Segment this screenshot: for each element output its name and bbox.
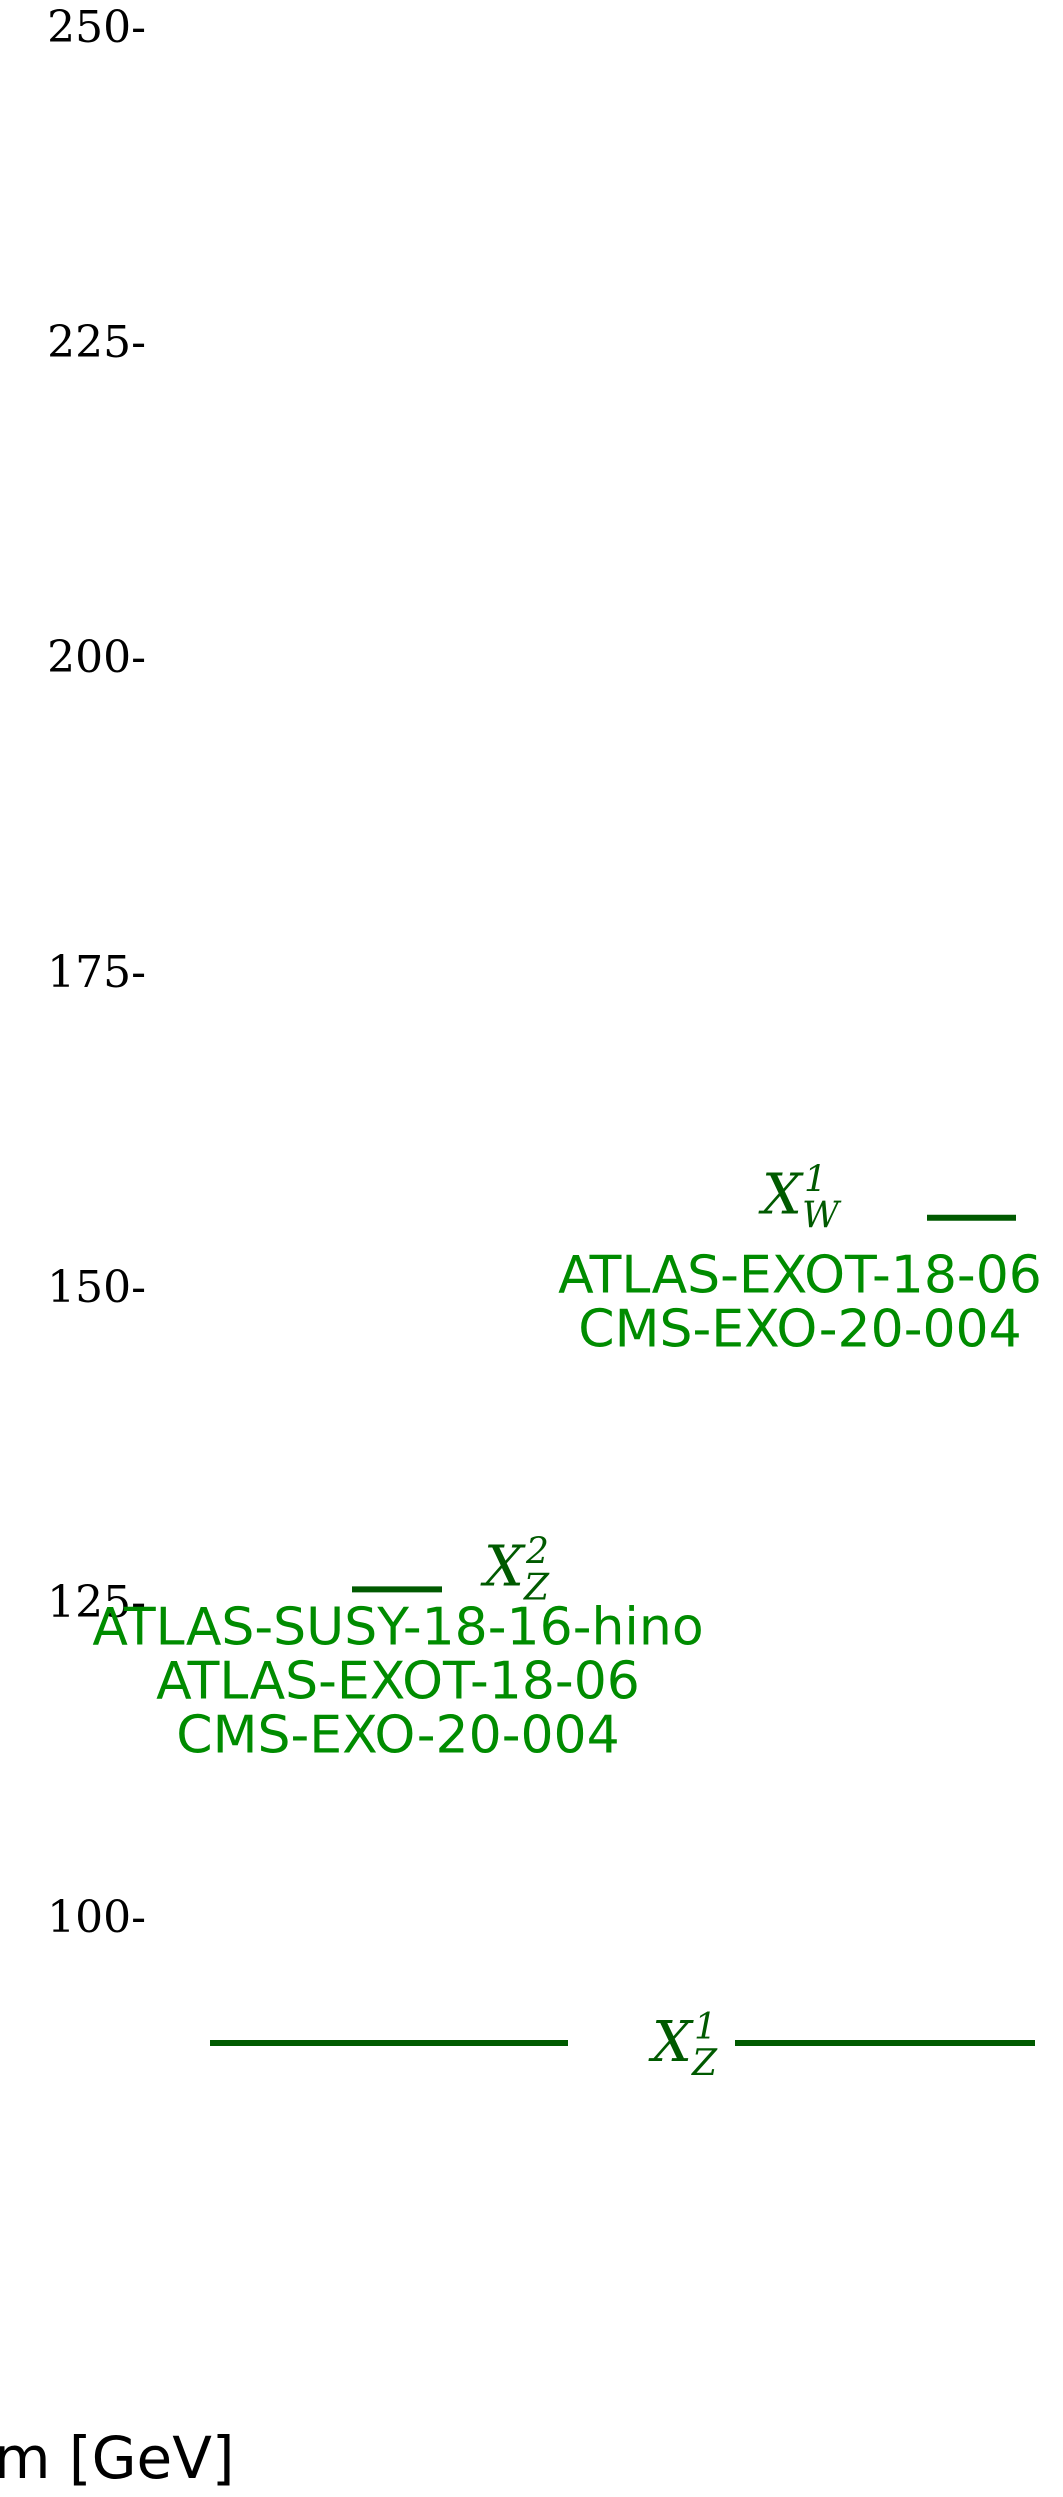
y-tick-label-250: 250- [47,2,146,53]
particle-name-xz1: X [648,2010,694,2075]
y-tick-label-225: 225- [47,317,146,368]
analysis-label-xz2-0: ATLAS-SUSY-18-16-hino [92,1597,703,1657]
particle-sup-xz2: 2 [525,1531,549,1572]
particle-sub-xz2: Z [523,1567,550,1608]
y-tick-label-175: 175- [47,947,146,998]
y-axis-title: m [GeV] [0,2424,235,2492]
mass-levels [210,1214,1035,2046]
y-tick-label-150: 150- [47,1262,146,1313]
analysis-label-xz2-2: CMS-EXO-20-004 [176,1705,619,1765]
particle-sub-xw1: W [802,1196,842,1237]
y-tick-label-200: 200- [47,632,146,683]
analysis-label-xz2-1: ATLAS-EXOT-18-06 [156,1651,640,1711]
y-tick-label-100: 100- [47,1892,146,1943]
analysis-label-xw1-0: ATLAS-EXOT-18-06 [558,1246,1042,1306]
particle-name-xz2: X [480,1534,526,1599]
y-tick-label-125: 125- [47,1577,146,1628]
particle-sup-xz1: 1 [694,2007,717,2048]
y-axis-ticks: 100- 125- 150- 175- 200- 225- 250- [47,2,146,1943]
particle-labels: X 1ZX 2ZATLAS-SUSY-18-16-hinoATLAS-EXOT-18… [92,1160,1042,2084]
analysis-label-xw1-1: CMS-EXO-20-004 [578,1300,1021,1360]
particle-label-xz1: X 1Z [648,2007,718,2084]
particle-sub-xz1: Z [691,2043,718,2084]
particle-name-xw1: X [758,1163,804,1228]
particle-sup-xw1: 1 [804,1160,827,1201]
particle-label-xz2: X 2Z [480,1531,550,1608]
particle-label-xw1: X 1W [758,1160,842,1237]
